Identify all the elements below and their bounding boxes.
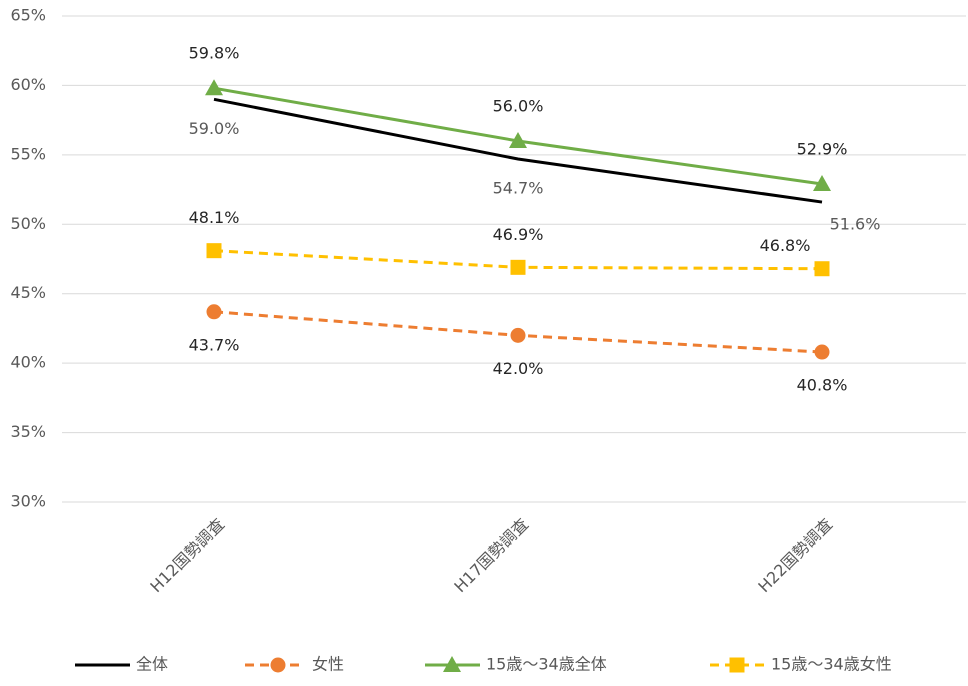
data-label: 51.6%	[830, 215, 881, 234]
y-tick-label: 50%	[10, 214, 46, 233]
data-label: 46.9%	[493, 225, 544, 244]
y-tick-label: 40%	[10, 353, 46, 372]
data-label: 54.7%	[493, 179, 544, 198]
marker	[205, 79, 223, 96]
legend-marker	[270, 657, 286, 673]
marker	[814, 261, 830, 277]
data-label: 48.1%	[189, 208, 240, 227]
marker	[813, 175, 831, 192]
legend-label: 女性	[312, 655, 344, 674]
data-label: 40.8%	[797, 376, 848, 395]
series-line	[213, 97, 823, 204]
y-tick-label: 55%	[10, 144, 46, 163]
x-tick-label: H12国勢調査	[146, 515, 228, 597]
data-label: 56.0%	[493, 96, 544, 115]
marker	[509, 131, 527, 148]
data-label: 43.7%	[189, 335, 240, 354]
y-tick-label: 30%	[10, 492, 46, 511]
legend-label: 全体	[136, 655, 168, 674]
data-label: 59.0%	[189, 119, 240, 138]
marker	[510, 327, 526, 343]
y-tick-label: 65%	[10, 6, 46, 25]
y-tick-label: 60%	[10, 75, 46, 94]
marker	[510, 259, 526, 275]
marker	[206, 243, 222, 259]
data-label: 59.8%	[189, 44, 240, 63]
y-tick-label: 45%	[10, 283, 46, 302]
legend-label: 15歳～34歳全体	[486, 655, 607, 674]
y-tick-label: 35%	[10, 422, 46, 441]
data-label: 46.8%	[760, 236, 811, 255]
legend-label: 15歳～34歳女性	[771, 655, 892, 674]
legend-marker	[443, 656, 461, 672]
data-label: 52.9%	[797, 140, 848, 159]
data-label: 42.0%	[493, 359, 544, 378]
legend-marker	[729, 657, 745, 673]
marker	[814, 344, 830, 360]
x-tick-label: H22国勢調査	[754, 515, 836, 597]
marker	[206, 304, 222, 320]
x-tick-label: H17国勢調査	[450, 515, 532, 597]
